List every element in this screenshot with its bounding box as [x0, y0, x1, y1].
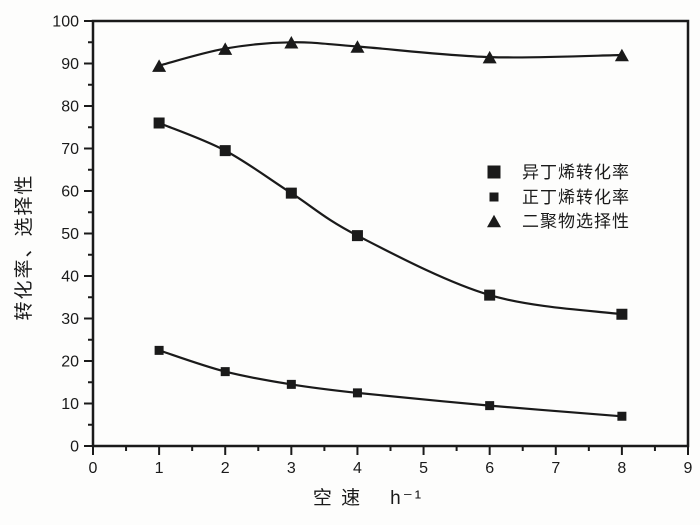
y-tick-label: 0 [70, 439, 79, 456]
x-axis: 0 1 2 3 4 5 6 7 8 9 [89, 446, 693, 477]
square-marker [285, 187, 297, 199]
triangle-marker [482, 50, 497, 64]
series-n-butene-conversion [154, 345, 627, 421]
y-axis: 0 10 20 30 40 50 60 70 80 90 100 [52, 14, 93, 456]
legend-square-marker [489, 192, 499, 202]
legend-square-marker [487, 165, 501, 179]
triangle-marker [218, 42, 233, 55]
legend-triangle-marker [487, 214, 501, 228]
series-isobutylene-conversion [153, 117, 628, 320]
triangle-marker [614, 48, 629, 62]
x-tick-label: 9 [684, 460, 693, 477]
legend-item-n-butene-conversion: 正丁烯转化率 [489, 188, 630, 207]
square-marker [484, 289, 496, 301]
square-marker [286, 379, 296, 389]
x-tick-label: 0 [89, 460, 98, 477]
y-tick-label: 80 [61, 99, 79, 116]
square-marker [617, 411, 627, 421]
legend-item-isobutylene-conversion: 异丁烯转化率 [487, 163, 630, 182]
series-dimer-selectivity [152, 35, 629, 72]
x-tick-label: 7 [551, 460, 560, 477]
square-marker [351, 230, 363, 242]
x-tick-label: 6 [485, 460, 494, 477]
x-tick-label: 5 [419, 460, 428, 477]
legend-item-dimer-selectivity: 二聚物选择性 [487, 212, 630, 231]
y-tick-label: 20 [61, 354, 79, 371]
y-tick-label: 70 [61, 141, 79, 158]
y-tick-label: 10 [61, 396, 79, 413]
square-marker [219, 145, 231, 157]
square-marker [485, 401, 495, 411]
y-tick-label: 90 [61, 56, 79, 73]
square-marker [220, 367, 230, 377]
legend-label-dimer-selectivity: 二聚物选择性 [522, 212, 630, 231]
triangle-marker [350, 40, 365, 53]
legend-label-isobutylene-conversion: 异丁烯转化率 [522, 163, 630, 182]
triangle-marker [152, 59, 167, 72]
y-tick-label: 40 [61, 269, 79, 286]
x-tick-label: 3 [287, 460, 296, 477]
square-marker [154, 345, 164, 355]
square-marker [616, 308, 628, 320]
legend-label-n-butene-conversion: 正丁烯转化率 [522, 188, 630, 207]
x-tick-label: 2 [221, 460, 230, 477]
square-marker [153, 117, 165, 129]
y-tick-label: 100 [52, 14, 79, 31]
y-tick-label: 60 [61, 184, 79, 201]
y-tick-label: 30 [61, 311, 79, 328]
x-tick-label: 8 [617, 460, 626, 477]
x-tick-label: 1 [155, 460, 164, 477]
y-axis-title: 转化率、选择性 [13, 173, 35, 320]
y-tick-label: 50 [61, 226, 79, 243]
x-tick-label: 4 [353, 460, 362, 477]
square-marker [352, 388, 362, 398]
triangle-marker [284, 35, 299, 49]
x-axis-title: 空 速 h⁻¹ [313, 487, 423, 509]
